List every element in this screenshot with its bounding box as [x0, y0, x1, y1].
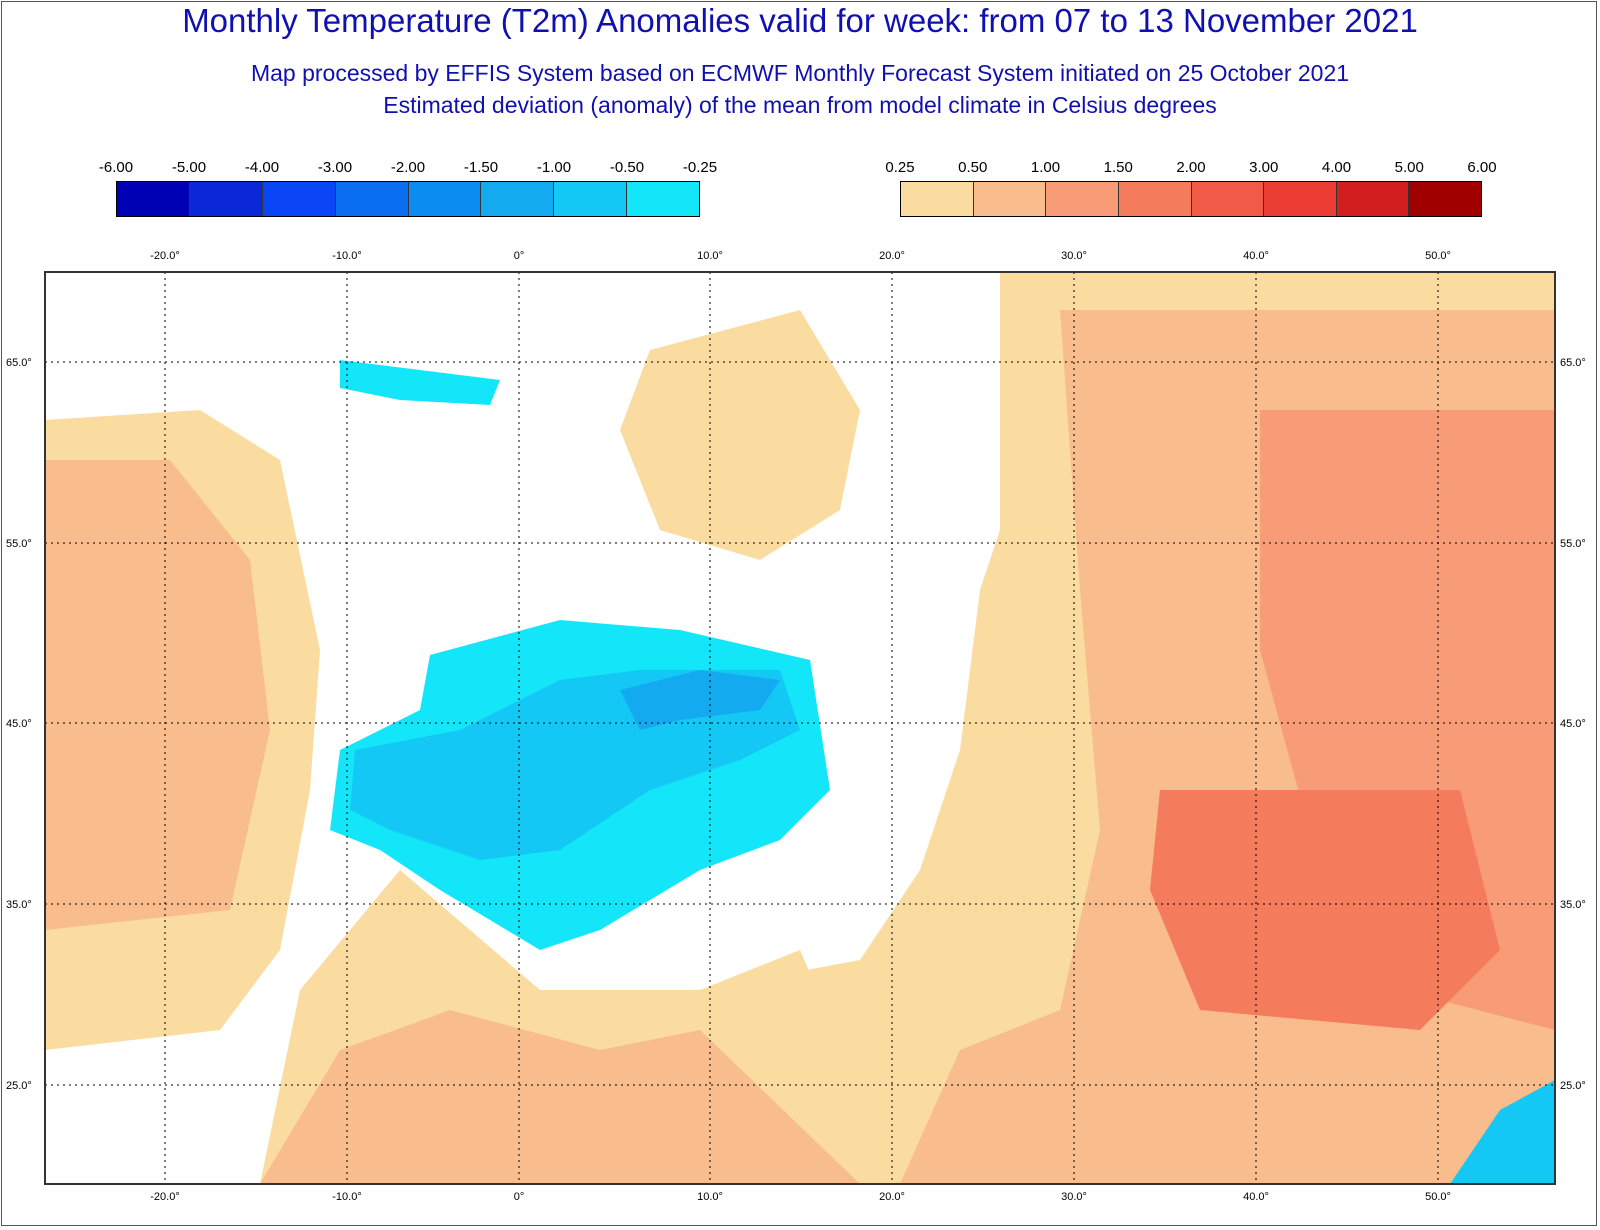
anomaly-region-warm-middle-east [1150, 790, 1500, 1030]
bottom-lon-label: 40.0° [1243, 1191, 1269, 1203]
bottom-lon-label: 10.0° [697, 1191, 723, 1203]
legend-positive-label-7: 5.00 [1394, 159, 1424, 176]
legend-positive-labels: 0.25 0.50 1.00 1.50 2.00 3.00 4.00 5.00 6.00 [885, 155, 1496, 181]
top-lon-label: 20.0° [879, 250, 905, 262]
right-lat-label: 25.0° [1560, 1080, 1586, 1092]
bottom-lon-label: 20.0° [879, 1191, 905, 1203]
legend-negative-label-7: -0.50 [609, 159, 645, 176]
bottom-lon-label: -20.0° [150, 1191, 179, 1203]
legend-negative: -6.00 -5.00 -4.00 -3.00 -2.00 -1.50 -1.00 -0.50… [99, 155, 717, 221]
top-lon-label: 40.0° [1243, 250, 1269, 262]
legend-negative-swatch-7 [627, 182, 699, 216]
legend-positive-swatch-6 [1336, 182, 1410, 216]
top-lon-label: 30.0° [1061, 250, 1087, 262]
legend-negative-swatch-4 [408, 182, 482, 216]
graticule [45, 272, 1555, 1184]
map-subtitle-processing: Map processed by EFFIS System based on E… [250, 60, 1350, 86]
legend-positive-label-6: 4.00 [1321, 159, 1352, 176]
legend-negative-label-3: -3.00 [317, 159, 353, 176]
right-lat-label: 35.0° [1560, 899, 1586, 911]
left-lat-label: 25.0° [6, 1080, 32, 1092]
map-border [44, 271, 1556, 1185]
top-lon-label: -20.0° [150, 250, 179, 262]
legend-positive-swatch-1 [973, 182, 1047, 216]
legend-negative-labels: -6.00 -5.00 -4.00 -3.00 -2.00 -1.50 -1.00 -0.50… [99, 155, 717, 181]
legend-positive-label-2: 1.00 [1030, 159, 1061, 176]
legend-negative-swatch-3 [335, 182, 409, 216]
legend-negative-swatch-5 [481, 182, 555, 216]
anomaly-region-cold-red-sea [1450, 1080, 1555, 1184]
legend-positive-swatch-7 [1409, 182, 1481, 216]
legend-positive-swatch-0 [901, 182, 974, 216]
legend-negative-label-5: -1.50 [463, 159, 499, 176]
anomaly-region-warm-scandinavia [620, 310, 860, 560]
legend-negative-swatch-6 [554, 182, 628, 216]
anomaly-region-cold-north-sea [340, 360, 500, 405]
top-lon-label: 0° [514, 250, 525, 262]
legend-positive-colorbar [900, 181, 1482, 217]
legend-negative-swatch-2 [262, 182, 336, 216]
legend-positive-swatch-4 [1191, 182, 1265, 216]
legend-positive-label-4: 2.00 [1176, 159, 1206, 176]
map-title: Monthly Temperature (T2m) Anomalies vali… [182, 2, 1418, 39]
legend-negative-swatch-1 [189, 182, 263, 216]
legend-negative-label-8: -0.25 [682, 159, 718, 176]
top-lon-label: 50.0° [1425, 250, 1451, 262]
legend-positive-label-3: 1.50 [1103, 159, 1133, 176]
map-subtitle-units: Estimated deviation (anomaly) of the mea… [383, 92, 1217, 118]
legend-negative-label-2: -4.00 [244, 159, 280, 176]
left-lat-label: 35.0° [6, 899, 32, 911]
legend-negative-label-1: -5.00 [171, 159, 207, 176]
top-lon-label: 10.0° [697, 250, 723, 262]
anomaly-map: -20.0° -20.0° -10.0° -10.0° 0° 0° 10.0° 10.0° 20… [6, 250, 1586, 1203]
legend-negative-label-4: -2.00 [390, 159, 426, 176]
bottom-lon-label: -10.0° [332, 1191, 361, 1203]
top-lon-label: -10.0° [332, 250, 361, 262]
right-lat-label: 65.0° [1560, 357, 1586, 369]
bottom-lon-label: 50.0° [1425, 1191, 1451, 1203]
legend-positive: 0.25 0.50 1.00 1.50 2.00 3.00 4.00 5.00 6.00 [885, 155, 1497, 221]
bottom-lon-label: 30.0° [1061, 1191, 1087, 1203]
legend-positive-label-8: 6.00 [1467, 159, 1497, 176]
anomaly-region-cold-alps-core [620, 670, 780, 730]
legend-positive-swatch-5 [1264, 182, 1337, 216]
left-lat-label: 45.0° [6, 718, 32, 730]
legend-positive-label-1: 0.50 [958, 159, 988, 176]
anomaly-region-warm-atlantic-mid [45, 460, 270, 930]
bottom-lon-label: 0° [514, 1191, 525, 1203]
legend-negative-swatch-0 [117, 182, 190, 216]
legend-positive-label-0: 0.25 [885, 159, 915, 176]
legend-negative-label-0: -6.00 [98, 159, 134, 176]
right-lat-label: 45.0° [1560, 718, 1586, 730]
legend-positive-swatch-2 [1046, 182, 1119, 216]
left-lat-label: 55.0° [6, 538, 32, 550]
axis-tick-labels: -20.0° -20.0° -10.0° -10.0° 0° 0° 10.0° 10.0° 20… [6, 250, 1586, 1203]
legend-positive-swatch-3 [1118, 182, 1192, 216]
left-lat-label: 65.0° [6, 357, 32, 369]
legend-negative-colorbar [116, 181, 700, 217]
right-lat-label: 55.0° [1560, 538, 1586, 550]
legend-negative-label-6: -1.00 [536, 159, 572, 176]
legend-positive-label-5: 3.00 [1249, 159, 1279, 176]
